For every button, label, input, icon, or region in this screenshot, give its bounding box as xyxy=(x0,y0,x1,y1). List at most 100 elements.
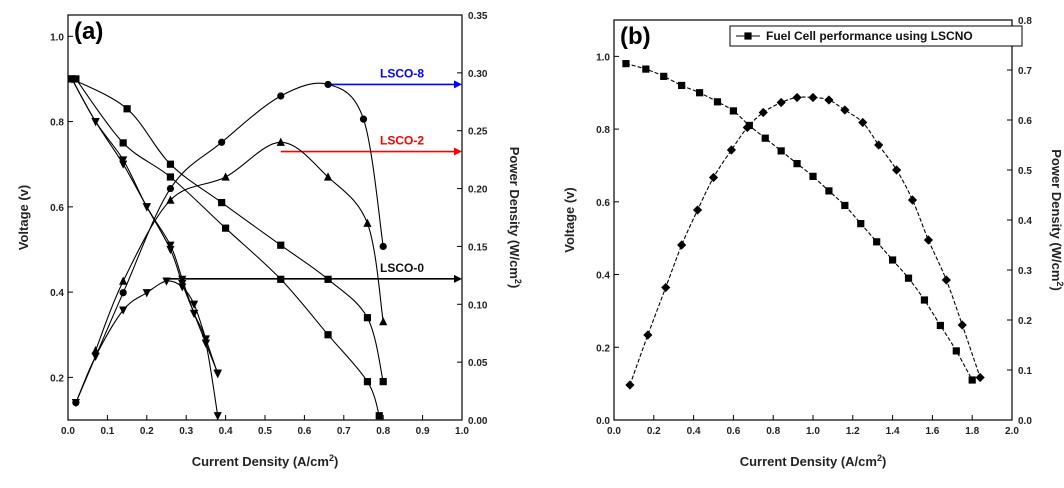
legend-marker xyxy=(744,32,752,40)
data-point xyxy=(758,107,768,118)
data-point xyxy=(359,115,368,123)
data-point xyxy=(363,378,372,386)
annotation-label: LSCO-8 xyxy=(380,66,424,80)
y2-tick-label: 0.5 xyxy=(1018,166,1032,177)
x-axis-label-sup: 2 xyxy=(329,453,334,463)
x-tick-label: 1.0 xyxy=(455,426,469,437)
y2-tick-label: 0.30 xyxy=(468,69,488,80)
data-point xyxy=(968,376,976,384)
data-point xyxy=(824,95,834,105)
data-point xyxy=(920,296,929,304)
x-tick-label: 2.0 xyxy=(1005,426,1019,437)
data-point xyxy=(808,92,818,103)
data-point xyxy=(166,241,175,250)
y2-axis-label-suffix: ) xyxy=(1049,286,1064,290)
data-point xyxy=(957,320,967,330)
y2-tick-label: 0.00 xyxy=(468,416,488,427)
data-point xyxy=(277,241,285,249)
series-line xyxy=(75,82,384,403)
x-tick-label: 0.2 xyxy=(647,426,661,437)
legend-box xyxy=(729,25,1023,47)
data-point xyxy=(809,172,817,180)
series-line xyxy=(75,78,380,416)
data-point xyxy=(324,80,332,89)
y-tick-label: 0.2 xyxy=(50,373,64,384)
data-point xyxy=(142,289,151,298)
data-point xyxy=(907,195,918,205)
y2-tick-label: 0.7 xyxy=(1018,66,1032,77)
data-point xyxy=(936,321,944,330)
chart-panel-a: 0.0 0.1 0.2 0.3 0.4 0.5 0.6 0.7 0.8 0.9 1.0 0.2 0.4 0… xyxy=(16,11,523,469)
annotation-arrowhead xyxy=(454,147,462,156)
legend-entry: Fuel Cell performance using LSCNO xyxy=(766,29,973,43)
data-point xyxy=(708,172,719,183)
x-tick-label: 0.2 xyxy=(140,426,154,437)
y2-tick-label: 0.05 xyxy=(468,358,488,369)
x-tick-label: 0.4 xyxy=(219,426,233,437)
y2-tick-label: 0.6 xyxy=(1018,116,1032,127)
y2-tick-label: 0.35 xyxy=(468,11,488,22)
data-point xyxy=(952,347,960,355)
data-point xyxy=(72,75,80,83)
y-tick-label: 1.0 xyxy=(596,52,610,63)
data-point xyxy=(793,160,801,168)
data-point xyxy=(222,224,230,232)
series-line xyxy=(95,141,384,351)
data-point xyxy=(119,276,128,285)
y2-tick-label: 0.20 xyxy=(468,185,488,196)
data-point xyxy=(221,172,230,181)
data-point xyxy=(776,97,786,108)
annotation-arrowhead xyxy=(454,80,462,89)
x-tick-label: 0.6 xyxy=(726,426,740,437)
y-tick-label: 0.6 xyxy=(596,198,610,209)
y2-tick-label: 0.3 xyxy=(1018,266,1032,277)
data-point xyxy=(904,274,913,282)
data-point xyxy=(142,203,151,212)
data-point xyxy=(825,187,833,195)
x-axis-label-text: Current Density (A/cm xyxy=(192,454,329,469)
data-point xyxy=(379,242,387,251)
data-point xyxy=(276,137,285,146)
y2-tick-label: 0.4 xyxy=(1018,216,1032,227)
data-point xyxy=(166,245,175,255)
x-tick-label: 0.9 xyxy=(416,426,430,437)
chart-panel-b: 0.0 0.2 0.4 0.6 0.8 1.0 1.2 1.4 1.6 1.8 2.00.00.20… xyxy=(562,16,1064,469)
x-tick-label: 0.5 xyxy=(258,426,272,437)
data-point xyxy=(873,238,881,246)
y2-tick-label: 0.2 xyxy=(1018,316,1032,327)
data-point xyxy=(379,317,388,326)
data-point xyxy=(660,72,668,80)
data-point xyxy=(661,282,671,293)
y2-axis-label: Power Density (W/cm2) xyxy=(507,147,523,289)
y2-axis-label-sup: 2 xyxy=(513,279,523,284)
y-tick-label: 0.6 xyxy=(50,203,64,214)
y-tick-label: 0.4 xyxy=(50,288,64,299)
y-tick-label: 0.0 xyxy=(596,416,610,427)
data-point xyxy=(692,205,703,215)
data-point xyxy=(874,140,884,150)
data-point xyxy=(213,370,222,379)
x-axis-label: Current Density (A/cm2) xyxy=(740,453,887,469)
y2-tick-label: 0.1 xyxy=(1018,366,1032,377)
y-axis-label: Voltage (v) xyxy=(16,185,31,251)
annotation-label: LSCO-0 xyxy=(380,261,424,275)
data-point xyxy=(91,117,100,127)
data-point xyxy=(923,235,934,245)
series-line xyxy=(71,78,219,374)
x-axis-label-suffix: ) xyxy=(882,454,886,469)
data-point xyxy=(622,60,630,68)
y2-tick-label: 0.8 xyxy=(1018,16,1032,27)
data-point xyxy=(642,65,650,73)
data-point xyxy=(166,195,175,204)
data-point xyxy=(323,172,333,181)
data-point xyxy=(363,218,372,227)
y-tick-label: 0.8 xyxy=(50,118,64,129)
data-point xyxy=(119,156,128,165)
annotation-label: LSCO-2 xyxy=(380,134,424,148)
data-point xyxy=(123,105,131,113)
data-point xyxy=(119,160,128,169)
y2-axis-label-text: Power Density (W/cm xyxy=(507,147,522,279)
data-point xyxy=(726,145,737,155)
y2-axis-label-sup: 2 xyxy=(1055,281,1064,286)
